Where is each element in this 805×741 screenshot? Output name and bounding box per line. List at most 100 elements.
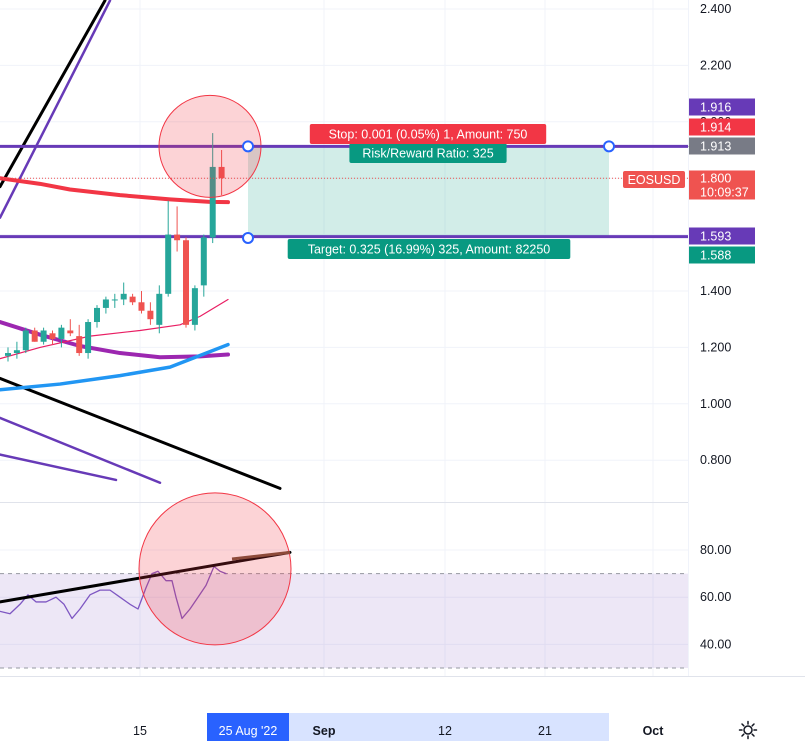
- candle-body[interactable]: [94, 307, 100, 323]
- oscillator-panel[interactable]: [0, 492, 688, 669]
- candle[interactable]: [111, 293, 118, 308]
- osc-band-fill: [0, 573, 688, 668]
- candle[interactable]: [49, 330, 56, 345]
- candle-body[interactable]: [22, 330, 29, 351]
- candle-body[interactable]: [120, 293, 127, 300]
- candle[interactable]: [5, 347, 11, 362]
- candle-body[interactable]: [183, 240, 189, 325]
- time-tick-label: Sep: [313, 724, 336, 738]
- price-scale-badge-text: 1.913: [700, 140, 731, 154]
- trend-line[interactable]: [0, 0, 107, 189]
- price-scale-badge-background: [689, 170, 755, 186]
- osc-tick-label: 80.00: [700, 543, 731, 557]
- candle[interactable]: [174, 206, 181, 252]
- price-scale-badge[interactable]: 1.588: [689, 246, 755, 264]
- candle-body[interactable]: [67, 330, 74, 334]
- price-panel[interactable]: Risk/Reward Ratio: 325 Stop: 0.001 (0.05%…: [0, 0, 805, 490]
- candle[interactable]: [183, 237, 189, 328]
- candle[interactable]: [13, 341, 20, 359]
- candle[interactable]: [156, 285, 163, 334]
- candle-body[interactable]: [85, 322, 92, 354]
- stop-label-background: [309, 124, 547, 144]
- price-scale-badge-text: 10:09:37: [700, 186, 749, 200]
- candle-body[interactable]: [76, 336, 83, 354]
- candle[interactable]: [85, 319, 92, 359]
- thin-red-moving-average[interactable]: [0, 298, 229, 360]
- target-label-text: Target: 0.325 (16.99%) 325, Amount: 8225…: [308, 243, 551, 257]
- candle[interactable]: [22, 327, 29, 354]
- candle[interactable]: [209, 133, 216, 244]
- risk-reward-label-text: Risk/Reward Ratio: 325: [362, 147, 493, 161]
- time-cursor-label[interactable]: 25 Aug '22: [207, 713, 289, 741]
- price-tick-label: 2.200: [700, 58, 731, 72]
- candle-body[interactable]: [40, 330, 47, 342]
- time-tick-label: Oct: [643, 724, 665, 738]
- time-tick-label: 12: [438, 724, 452, 738]
- candle-body[interactable]: [165, 234, 172, 294]
- candle-body[interactable]: [5, 353, 11, 356]
- candle[interactable]: [67, 319, 74, 337]
- price-scale-badge-text: 1.914: [700, 121, 731, 135]
- position-handle[interactable]: [242, 140, 254, 153]
- price-scale-badge-text: 1.800: [700, 172, 731, 186]
- price-scale-badge[interactable]: 1.916: [689, 98, 755, 116]
- price-scale-badge[interactable]: 1.800: [689, 170, 755, 186]
- blue-moving-average[interactable]: [0, 342, 230, 392]
- osc-highlight-circle[interactable]: [138, 492, 292, 646]
- candle[interactable]: [58, 324, 65, 348]
- candle[interactable]: [165, 200, 172, 297]
- candle[interactable]: [200, 234, 207, 297]
- candle-body[interactable]: [49, 333, 56, 339]
- price-tick-label: 1.200: [700, 340, 731, 354]
- candle-body[interactable]: [156, 293, 163, 325]
- candle[interactable]: [94, 305, 100, 328]
- candle[interactable]: [218, 150, 225, 196]
- oscillator-line[interactable]: [0, 565, 227, 620]
- candle-body[interactable]: [129, 296, 136, 303]
- candle-body[interactable]: [147, 310, 154, 320]
- time-axis[interactable]: 15 Sep 12 21 Oct 25 Aug '22: [133, 713, 664, 741]
- candle[interactable]: [120, 282, 127, 306]
- candle[interactable]: [40, 327, 47, 345]
- position-handle[interactable]: [603, 140, 615, 153]
- candle[interactable]: [31, 327, 38, 342]
- price-scale-badge[interactable]: 1.914: [689, 118, 755, 136]
- osc-trend-line[interactable]: [0, 550, 292, 604]
- symbol-tag-background: [623, 171, 685, 188]
- candle-body[interactable]: [31, 330, 38, 342]
- stop-label[interactable]: Stop: 0.001 (0.05%) 1, Amount: 750: [309, 124, 547, 144]
- symbol-tag[interactable]: EOSUSD: [623, 171, 685, 188]
- candle-body[interactable]: [191, 288, 198, 325]
- price-scale-badge[interactable]: 1.913: [689, 137, 755, 155]
- candle[interactable]: [147, 302, 154, 325]
- price-scale-badge[interactable]: 1.593: [689, 227, 755, 245]
- candle-body[interactable]: [111, 299, 118, 301]
- risk-reward-label[interactable]: Risk/Reward Ratio: 325: [349, 143, 507, 163]
- candle-body[interactable]: [218, 166, 225, 179]
- trend-line[interactable]: [0, 376, 282, 490]
- candle-body[interactable]: [138, 302, 145, 311]
- position-handle[interactable]: [242, 231, 254, 244]
- trend-line[interactable]: [0, 416, 162, 485]
- candle-body[interactable]: [174, 234, 181, 241]
- time-tick-label: 15: [133, 724, 147, 738]
- settings-gear-icon[interactable]: [738, 720, 758, 740]
- candle[interactable]: [191, 285, 198, 331]
- candle[interactable]: [138, 291, 145, 314]
- candle-body[interactable]: [58, 327, 65, 339]
- candle-body[interactable]: [102, 299, 109, 308]
- candle[interactable]: [102, 296, 109, 314]
- price-axis[interactable]: 0.8001.0001.2001.4001.6001.8002.0002.200…: [623, 0, 805, 676]
- symbol-tag-text: EOSUSD: [628, 173, 681, 187]
- candle-body[interactable]: [200, 237, 207, 286]
- price-tick-label: 0.800: [700, 453, 731, 467]
- candle-body[interactable]: [209, 166, 216, 238]
- candle-body[interactable]: [13, 350, 20, 354]
- candle[interactable]: [76, 324, 83, 356]
- price-scale-badge[interactable]: 10:09:37: [689, 184, 755, 200]
- candle[interactable]: [129, 293, 136, 306]
- price-tick-label: 1.400: [700, 284, 731, 298]
- target-label[interactable]: Target: 0.325 (16.99%) 325, Amount: 8225…: [287, 239, 571, 259]
- trend-line[interactable]: [0, 453, 118, 482]
